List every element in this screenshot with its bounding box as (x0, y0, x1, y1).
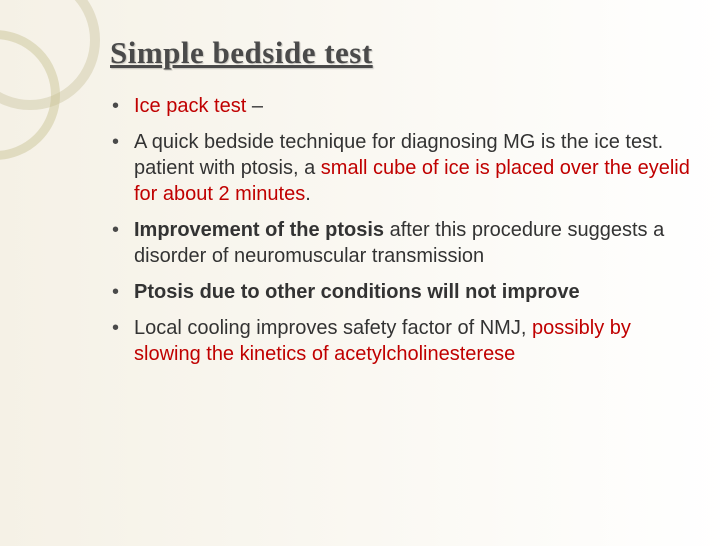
slide-title: Simple bedside test (110, 35, 698, 71)
bullet-item: Ptosis due to other conditions will not … (134, 279, 698, 305)
bullet-span: . (305, 183, 311, 205)
bullet-span: – (252, 95, 263, 117)
bullet-span: Local cooling improves safety factor of … (134, 317, 532, 339)
bullet-item: Ice pack test – (134, 93, 698, 119)
bullet-span: Ptosis due to other conditions will not … (134, 281, 580, 303)
bullet-list: Ice pack test – A quick bedside technique… (110, 93, 698, 367)
bullet-item: Local cooling improves safety factor of … (134, 315, 698, 367)
bullet-span: Ice pack test (134, 95, 252, 117)
bullet-item: A quick bedside technique for diagnosing… (134, 129, 698, 207)
bullet-item: Improvement of the ptosis after this pro… (134, 217, 698, 269)
slide-content: Simple bedside test Ice pack test – A qui… (110, 35, 698, 377)
bullet-span: Improvement of the ptosis (134, 219, 390, 241)
